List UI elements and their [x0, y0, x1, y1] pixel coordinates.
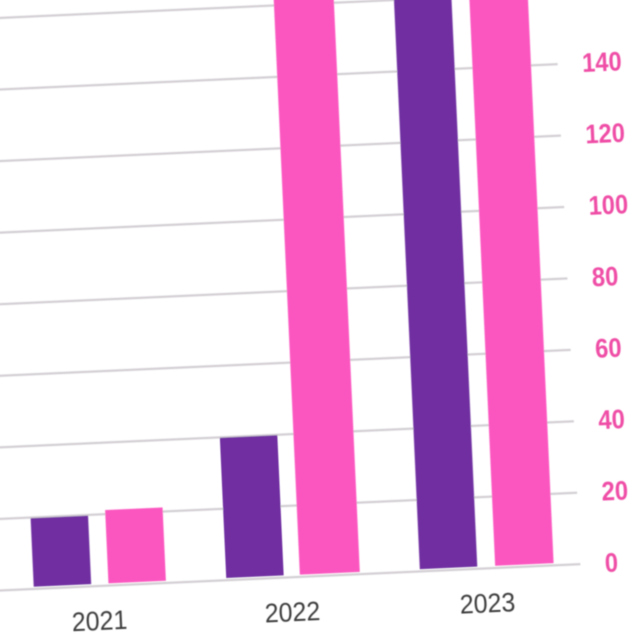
- svg-text:100: 100: [588, 189, 629, 221]
- svg-text:0: 0: [604, 547, 619, 578]
- svg-text:80: 80: [591, 261, 619, 292]
- svg-text:20: 20: [601, 475, 629, 506]
- svg-text:140: 140: [581, 46, 622, 78]
- svg-text:2022: 2022: [264, 596, 321, 628]
- svg-text:120: 120: [585, 118, 626, 150]
- svg-text:60: 60: [594, 332, 622, 363]
- svg-text:2021: 2021: [71, 605, 128, 637]
- svg-text:40: 40: [598, 404, 626, 435]
- svg-text:2023: 2023: [459, 587, 516, 619]
